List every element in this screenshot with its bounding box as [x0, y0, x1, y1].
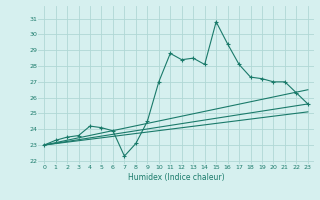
- X-axis label: Humidex (Indice chaleur): Humidex (Indice chaleur): [128, 173, 224, 182]
